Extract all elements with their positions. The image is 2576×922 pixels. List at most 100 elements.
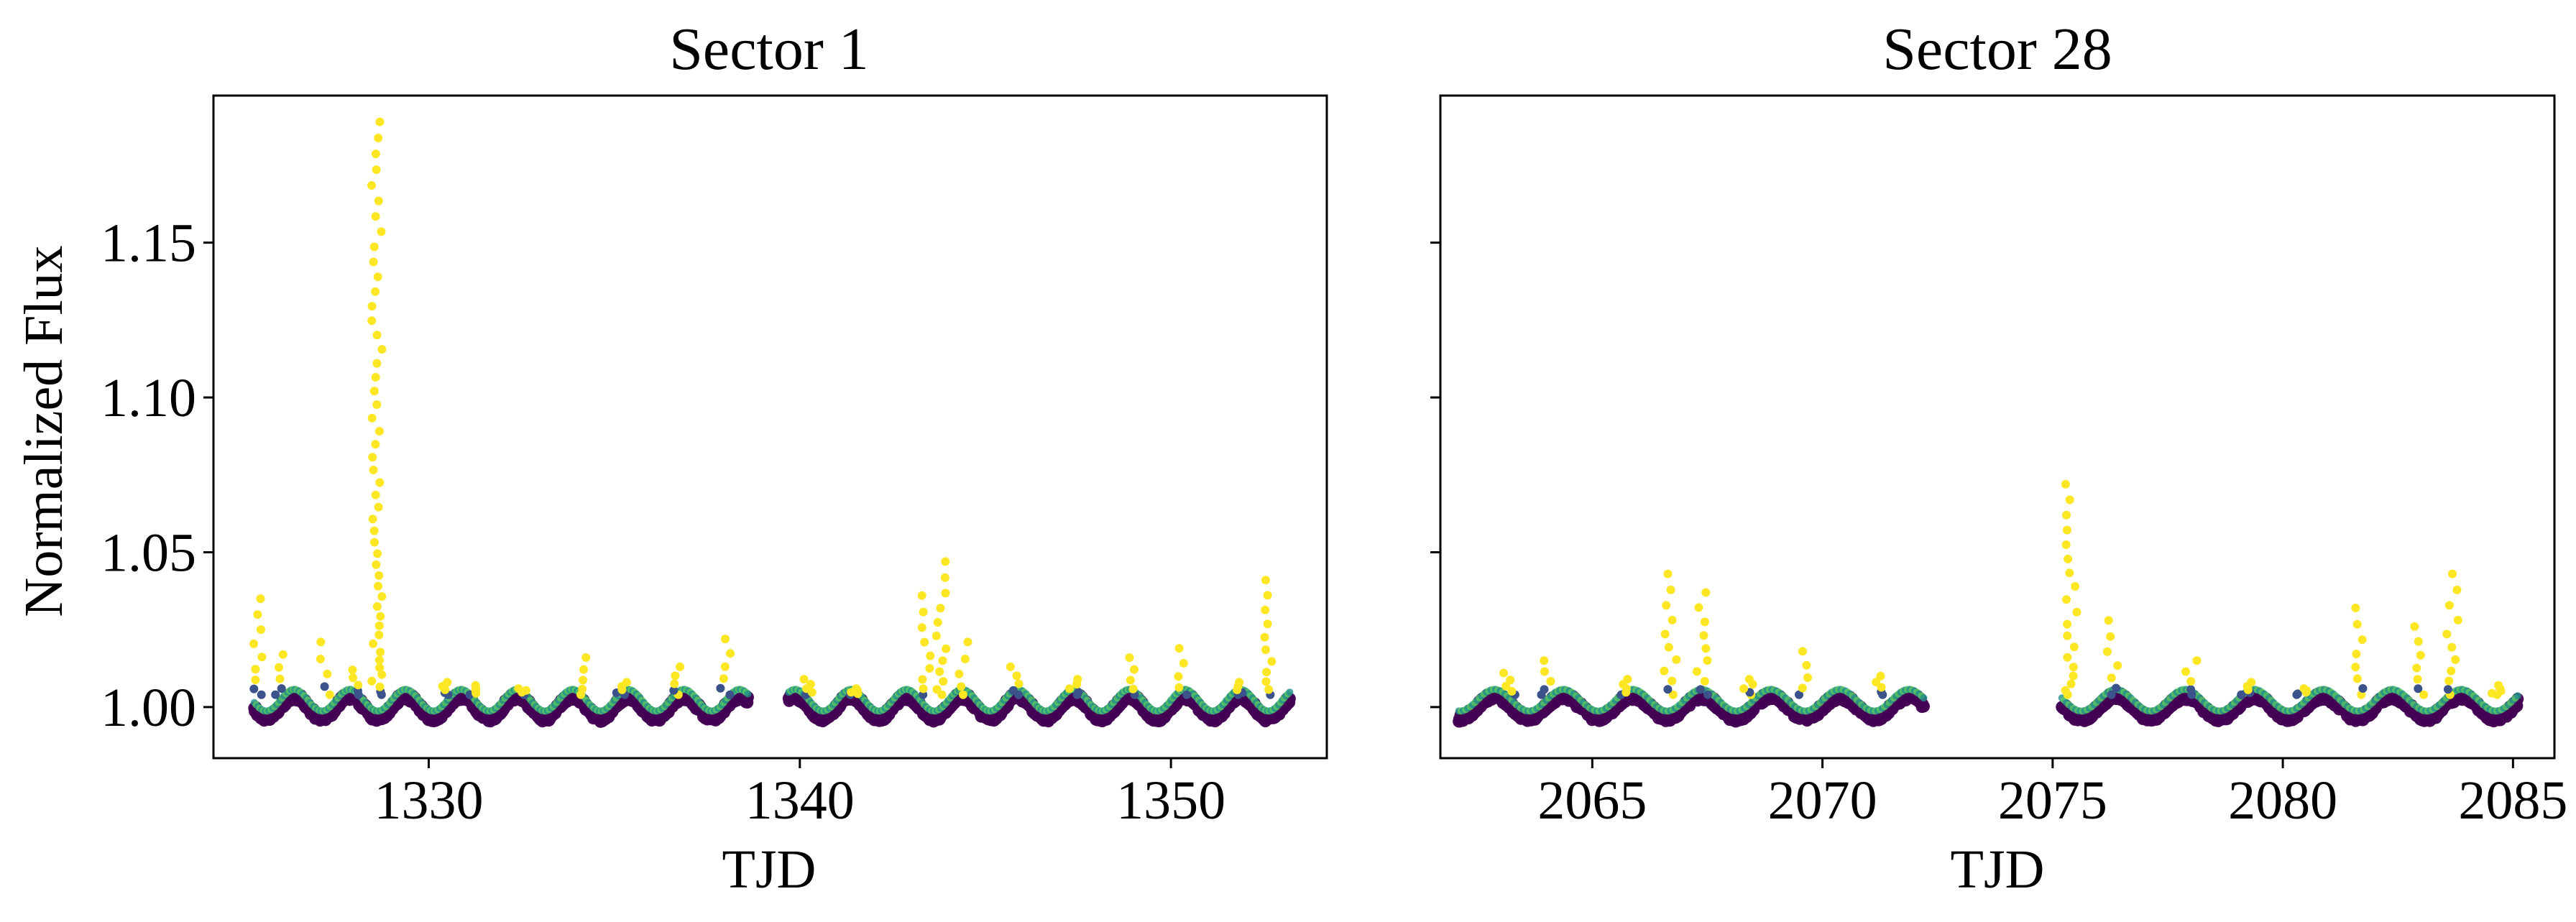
flare-point — [939, 677, 948, 686]
flare-point — [372, 165, 381, 175]
flare-point — [919, 607, 928, 617]
flare-point — [1267, 657, 1276, 666]
flare-point — [2488, 688, 2496, 698]
flare-point — [367, 181, 376, 190]
flare-point — [1260, 632, 1269, 642]
flare-point — [2351, 663, 2360, 672]
flare-point — [1125, 653, 1134, 662]
flare-point — [578, 684, 587, 693]
flare-point — [372, 359, 382, 368]
flare-point — [251, 665, 260, 674]
flare-point — [1700, 677, 1709, 686]
baseline-point — [744, 690, 752, 698]
flare-point — [1876, 671, 1885, 681]
flare-point — [2444, 676, 2454, 686]
flare-point — [374, 134, 383, 142]
baseline-point — [1920, 694, 1928, 702]
flare-point — [1663, 685, 1673, 694]
flare-point — [1540, 685, 1549, 694]
flare-point — [316, 655, 325, 663]
flare-point — [1174, 644, 1184, 653]
flare-point — [940, 573, 949, 582]
sector-28-xtick-label: 2080 — [2228, 770, 2337, 831]
flare-point — [1263, 619, 1272, 629]
flare-point — [1261, 645, 1270, 655]
flare-point — [1664, 642, 1673, 652]
flare-point — [249, 684, 259, 693]
flare-point — [1126, 676, 1135, 685]
flare-point — [1660, 666, 1669, 676]
sector-28-title: Sector 28 — [1882, 16, 2112, 83]
flare-point — [271, 690, 280, 699]
flare-point — [2412, 663, 2421, 673]
flare-point — [1182, 690, 1192, 699]
flare-point — [2063, 619, 2072, 629]
flare-point — [372, 400, 382, 409]
sector-1-xtick-label: 1340 — [745, 770, 855, 831]
flare-point — [368, 515, 377, 524]
flare-point — [2072, 607, 2082, 617]
sector-28-points — [1453, 479, 2524, 728]
flare-point — [2414, 637, 2423, 646]
flare-point — [1540, 656, 1549, 665]
flare-point — [2351, 604, 2360, 612]
flare-point — [669, 686, 678, 695]
flare-point — [514, 684, 523, 693]
flare-point — [1012, 671, 1021, 681]
flare-point — [1798, 683, 1807, 693]
flare-point — [278, 650, 288, 659]
flare-point — [1666, 585, 1675, 594]
flare-point — [2451, 655, 2460, 664]
flare-point — [1701, 644, 1711, 653]
flare-point — [2063, 631, 2072, 640]
flare-point — [370, 538, 379, 547]
flare-point — [374, 630, 384, 640]
flare-point — [1546, 677, 1555, 686]
flare-point — [2352, 650, 2361, 658]
flare-point — [1703, 656, 1712, 665]
flare-point — [371, 149, 380, 159]
sector-28-xtick-label: 2065 — [1537, 770, 1647, 831]
flare-point — [1130, 665, 1138, 674]
flare-point — [2112, 683, 2121, 693]
flare-point — [369, 257, 378, 267]
sector-28-ticks: 2065 2070 2075 2080 2085 — [1430, 241, 2567, 831]
flare-point — [2065, 495, 2074, 504]
flare-point — [275, 663, 283, 672]
flare-point — [2061, 479, 2070, 489]
flare-point — [257, 653, 267, 662]
flare-point — [1074, 688, 1083, 697]
flare-point — [917, 623, 926, 632]
flare-point — [1699, 631, 1708, 640]
flare-point — [2410, 622, 2419, 631]
flare-point — [371, 440, 380, 449]
flare-point — [1744, 675, 1754, 684]
flare-point — [1263, 591, 1272, 600]
flare-point — [348, 665, 357, 675]
flare-point — [354, 681, 363, 690]
flare-point — [325, 690, 334, 699]
flare-point — [371, 490, 380, 499]
flare-point — [938, 656, 947, 665]
flare-point — [2106, 632, 2115, 641]
flare-point — [2181, 667, 2190, 676]
flare-point — [368, 453, 377, 462]
flare-point — [2104, 616, 2113, 625]
flare-point — [1672, 655, 1681, 664]
flare-point — [377, 345, 387, 354]
flare-point — [275, 674, 285, 683]
flare-point — [2413, 675, 2422, 684]
flare-point — [579, 665, 588, 674]
sector-1-title: Sector 1 — [669, 16, 869, 83]
flare-point — [257, 625, 265, 635]
flare-point — [2442, 630, 2452, 639]
flare-point — [2443, 685, 2452, 694]
flare-point — [942, 644, 951, 653]
flare-point — [256, 594, 265, 604]
flare-point — [1499, 668, 1508, 678]
flare-point — [2069, 671, 2078, 681]
flare-point — [1006, 662, 1015, 671]
flare-point — [2066, 679, 2076, 688]
flare-point — [371, 212, 380, 221]
